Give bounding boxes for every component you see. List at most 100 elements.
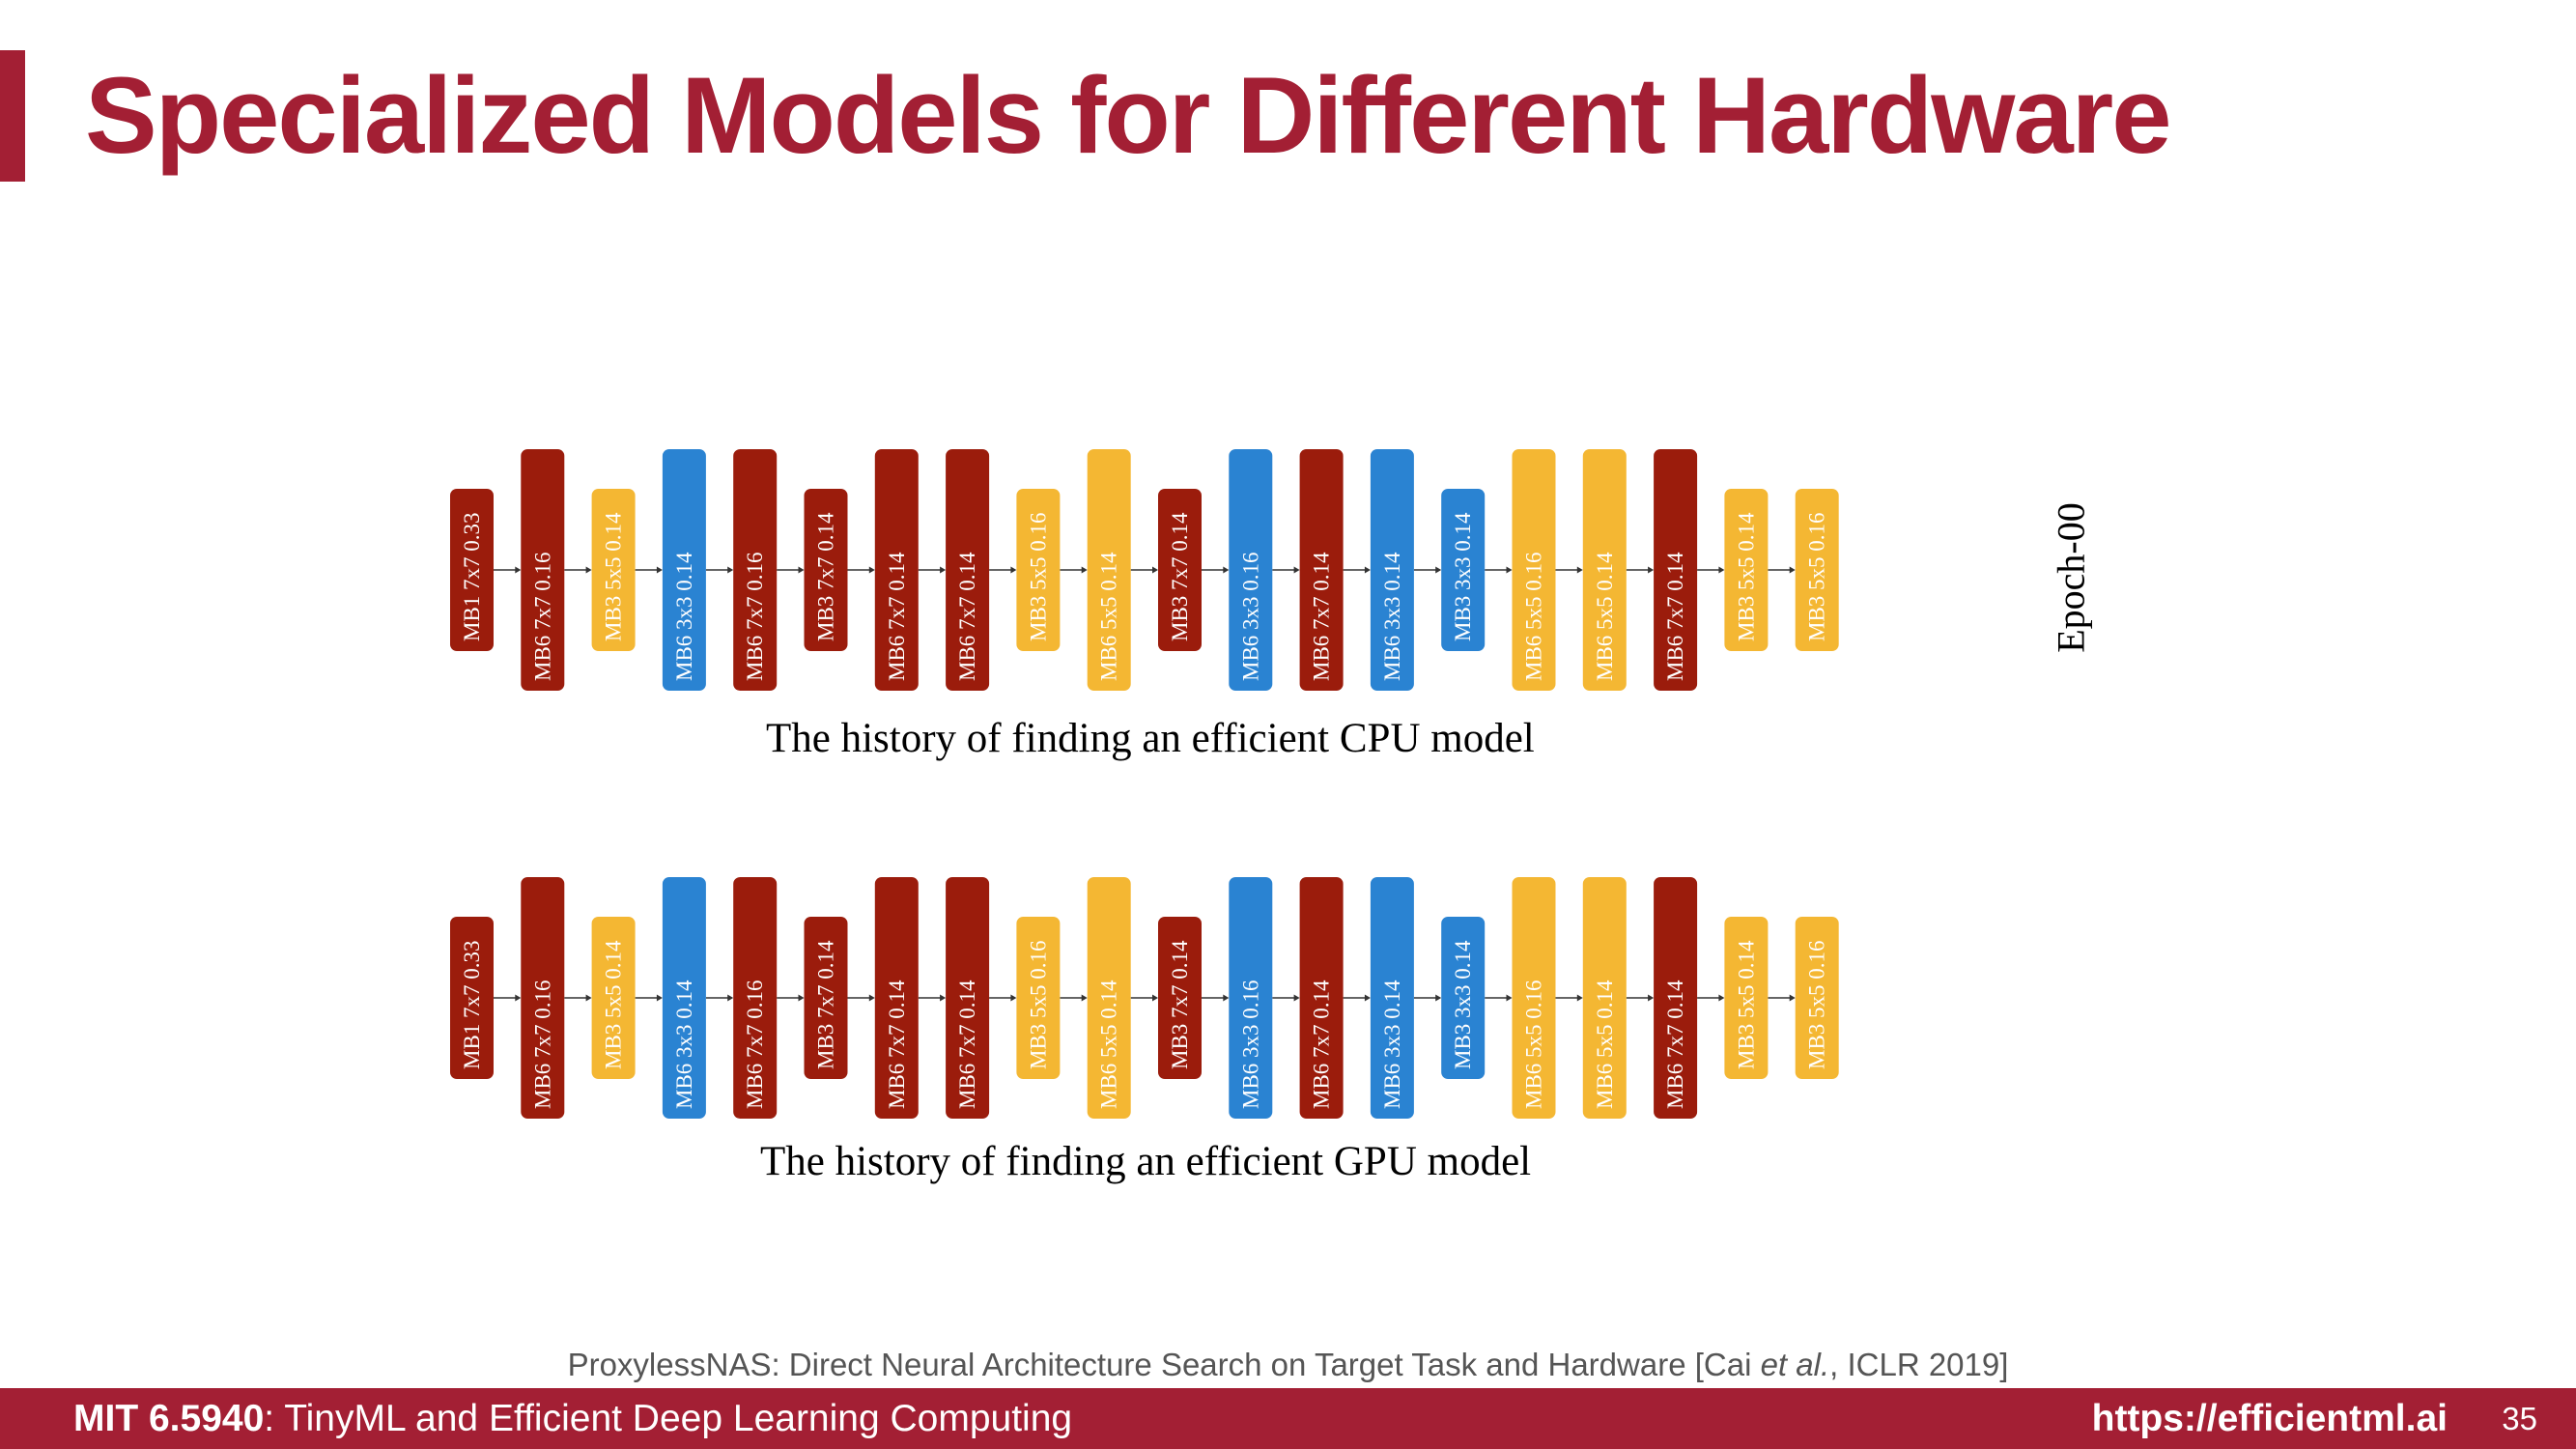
mb-block: MB3 5x5 0.16 — [1016, 489, 1061, 651]
mb-block: MB3 7x7 0.14 — [1158, 489, 1202, 651]
connector-arrowhead — [656, 566, 663, 574]
mb-block-label: MB6 7x7 0.14 — [1310, 552, 1334, 681]
connector-arrowhead — [1789, 994, 1796, 1002]
mb-block: MB6 7x7 0.14 — [874, 449, 919, 691]
mb-block: MB3 3x3 0.14 — [1441, 489, 1486, 651]
mb-block-rect — [1582, 877, 1627, 1119]
mb-block-rect — [521, 449, 565, 691]
mb-block-label: MB3 7x7 0.14 — [1168, 940, 1192, 1069]
mb-block-label: MB6 7x7 0.16 — [743, 552, 767, 681]
mb-block-label: MB3 5x5 0.16 — [1805, 940, 1829, 1069]
mb-block-rect — [946, 877, 990, 1119]
citation: ProxylessNAS: Direct Neural Architecture… — [0, 1347, 2576, 1383]
mb-block-rect — [874, 877, 919, 1119]
connector-arrowhead — [940, 994, 947, 1002]
mb-block-label: MB3 5x5 0.14 — [602, 512, 626, 641]
mb-block-label: MB3 7x7 0.14 — [814, 940, 838, 1069]
connector-arrowhead — [868, 994, 875, 1002]
mb-block-label: MB6 5x5 0.16 — [1522, 552, 1546, 681]
mb-block-label: MB6 7x7 0.14 — [885, 980, 909, 1109]
connector-arrowhead — [585, 994, 592, 1002]
mb-block-label: MB6 3x3 0.14 — [1380, 552, 1404, 681]
connector-arrowhead — [1435, 994, 1442, 1002]
mb-block-label: MB6 5x5 0.14 — [1593, 980, 1617, 1109]
mb-block: MB3 3x3 0.14 — [1441, 917, 1486, 1079]
footer-bar: MIT 6.5940: TinyML and Efficient Deep Le… — [0, 1388, 2576, 1449]
mb-block: MB6 7x7 0.14 — [946, 449, 990, 691]
connector-arrowhead — [1152, 994, 1158, 1002]
mb-block-label: MB6 7x7 0.14 — [1663, 552, 1687, 681]
mb-block: MB6 3x3 0.14 — [662, 877, 706, 1119]
mb-block: MB6 3x3 0.16 — [1229, 877, 1273, 1119]
connector-arrowhead — [1223, 994, 1230, 1002]
mb-block-label: MB6 7x7 0.14 — [955, 552, 979, 681]
mb-block-label: MB6 5x5 0.14 — [1097, 980, 1121, 1109]
mb-block-rect — [1370, 877, 1414, 1119]
mb-block-rect — [804, 489, 848, 651]
connector-arrowhead — [1293, 566, 1300, 574]
mb-block: MB6 7x7 0.16 — [733, 449, 778, 691]
connector-arrowhead — [1435, 566, 1442, 574]
mb-block: MB6 3x3 0.14 — [662, 449, 706, 691]
mb-block-rect — [1016, 917, 1061, 1079]
mb-block: MB3 5x5 0.14 — [1724, 489, 1769, 651]
connector-arrowhead — [1010, 994, 1017, 1002]
mb-block-label: MB3 5x5 0.14 — [602, 940, 626, 1069]
cpu-architecture-blocks: MB1 7x7 0.33 MB6 7x7 0.16 MB3 5x5 0.14 MB6 … — [450, 449, 1839, 691]
mb-block: MB6 3x3 0.16 — [1229, 449, 1273, 691]
mb-block: MB3 7x7 0.14 — [804, 917, 848, 1079]
mb-block-label: MB6 7x7 0.16 — [530, 552, 554, 681]
mb-block: MB6 5x5 0.16 — [1512, 877, 1556, 1119]
connector-arrowhead — [656, 994, 663, 1002]
mb-block: MB6 5x5 0.14 — [1582, 449, 1627, 691]
mb-block-label: MB6 7x7 0.14 — [955, 980, 979, 1109]
mb-block-rect — [1795, 489, 1839, 651]
mb-block-rect — [804, 917, 848, 1079]
mb-block-label: MB6 7x7 0.14 — [885, 552, 909, 681]
mb-block-label: MB1 7x7 0.33 — [460, 940, 484, 1069]
mb-block-label: MB6 3x3 0.14 — [672, 980, 696, 1109]
mb-block-label: MB6 3x3 0.16 — [1238, 980, 1262, 1109]
course-name: : TinyML and Efficient Deep Learning Com… — [264, 1398, 1073, 1439]
title-accent-bar — [0, 50, 25, 182]
mb-block: MB6 3x3 0.14 — [1370, 877, 1414, 1119]
mb-block-label: MB3 3x3 0.14 — [1451, 940, 1475, 1069]
connector-arrowhead — [1718, 566, 1725, 574]
mb-block-rect — [733, 449, 778, 691]
epoch-label: Epoch-00 — [2049, 502, 2093, 653]
connector-arrowhead — [798, 994, 805, 1002]
mb-block-rect — [1158, 917, 1202, 1079]
gpu-architecture-diagram: MB1 7x7 0.33 MB6 7x7 0.16 MB3 5x5 0.14 MB6 … — [0, 872, 2576, 1123]
cpu-architecture-diagram: MB1 7x7 0.33 MB6 7x7 0.16 MB3 5x5 0.14 MB6 … — [0, 444, 2576, 696]
mb-block: MB6 7x7 0.14 — [1654, 449, 1698, 691]
connector-arrowhead — [1506, 994, 1513, 1002]
footer-url-link[interactable]: https://efficientml.ai — [2091, 1398, 2448, 1439]
mb-block-rect — [1441, 489, 1486, 651]
citation-venue: , ICLR 2019] — [1829, 1347, 2009, 1382]
mb-block: MB6 3x3 0.14 — [1370, 449, 1414, 691]
mb-block-rect — [1158, 489, 1202, 651]
mb-block: MB6 7x7 0.14 — [946, 877, 990, 1119]
mb-block-rect — [450, 489, 494, 651]
connector-arrowhead — [1293, 994, 1300, 1002]
mb-block-rect — [662, 449, 706, 691]
epoch-label-box: Epoch-00 — [2040, 491, 2102, 665]
connector-arrowhead — [1718, 994, 1725, 1002]
mb-block-rect — [1016, 489, 1061, 651]
mb-block: MB6 7x7 0.16 — [733, 877, 778, 1119]
mb-block: MB6 7x7 0.14 — [1299, 449, 1344, 691]
course-code: MIT 6.5940 — [73, 1398, 265, 1439]
mb-block-label: MB3 5x5 0.16 — [1805, 512, 1829, 641]
mb-block-rect — [733, 877, 778, 1119]
mb-block-label: MB6 7x7 0.14 — [1310, 980, 1334, 1109]
mb-block-rect — [1370, 449, 1414, 691]
mb-block-label: MB6 7x7 0.16 — [530, 980, 554, 1109]
mb-block-rect — [1229, 877, 1273, 1119]
connector-arrowhead — [1010, 566, 1017, 574]
connector-arrowhead — [585, 566, 592, 574]
connector-arrowhead — [515, 566, 522, 574]
mb-block-rect — [1512, 449, 1556, 691]
mb-block-label: MB3 5x5 0.16 — [1026, 512, 1050, 641]
connector-arrowhead — [798, 566, 805, 574]
mb-block: MB6 7x7 0.16 — [521, 449, 565, 691]
